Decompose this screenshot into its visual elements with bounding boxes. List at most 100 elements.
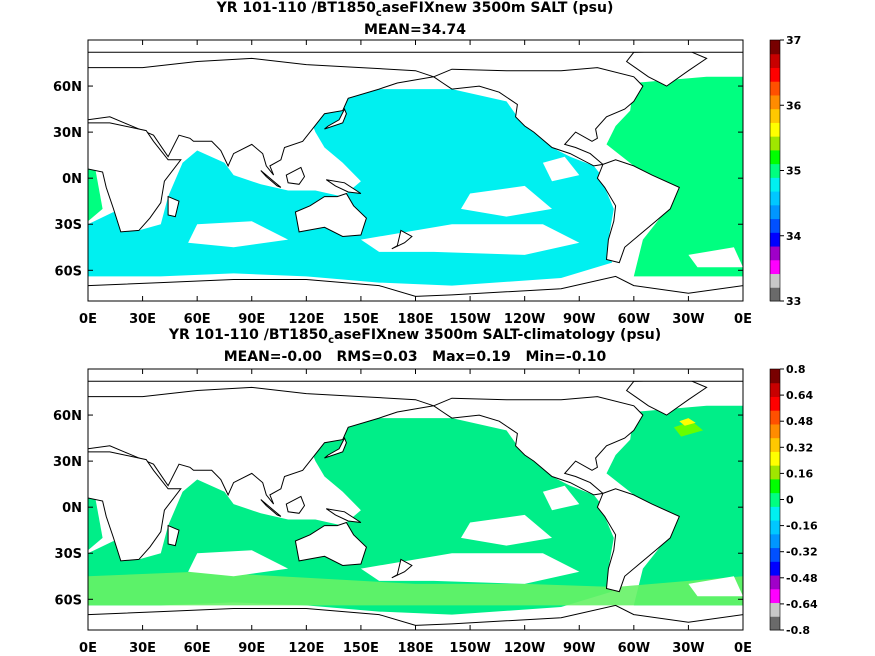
land-masses — [88, 40, 743, 301]
y-tick-label: 60S — [55, 264, 82, 279]
land-madagascar — [167, 195, 180, 218]
unsampled-gap — [188, 550, 289, 577]
map-title-bottom: YR 101-110 /BT1850caseFIXnew 3500m SALT-… — [0, 327, 830, 349]
x-tick-label: 150W — [449, 641, 490, 656]
unsampled-gap — [542, 485, 580, 511]
map-panel-anomaly: 0E 30E 60E 90E 120E 150E 180E 150W 120W 90W 60W 30W… — [53, 363, 818, 656]
colorbar-swatch — [770, 616, 780, 631]
colorbar-label: 35 — [786, 165, 801, 178]
colorbar-swatch — [770, 177, 780, 192]
x-tick-label: 150E — [343, 641, 379, 656]
colorbar-swatch — [770, 369, 780, 384]
title-subscript: c — [328, 335, 334, 346]
land-sumatra — [260, 170, 282, 188]
unsampled-gap — [461, 185, 552, 217]
colorbar-label: 0.32 — [786, 441, 813, 454]
colorbar-label: 0 — [786, 494, 794, 507]
land-eurasia — [88, 386, 434, 505]
land-sumatra — [260, 499, 282, 517]
colorbar-label: -0.48 — [786, 572, 818, 585]
colorbar-label: 33 — [786, 295, 801, 308]
colorbar-label: 0.48 — [786, 415, 813, 428]
land-nz — [391, 229, 413, 250]
land-borneo — [285, 166, 306, 185]
land-eurasia — [88, 57, 434, 176]
land-africa — [88, 122, 182, 233]
colorbar-swatch — [770, 465, 780, 480]
colorbar-label: -0.8 — [786, 624, 810, 637]
colorbar-swatch — [770, 547, 780, 562]
map-panel-salt: 0E 30E 60E 90E 120E 150E 180E 150W 120W 90W 60W 30W… — [53, 34, 802, 327]
colorbar-swatch — [770, 204, 780, 220]
ocean-field-east-atlantic — [88, 491, 103, 551]
x-tick-label: 60E — [184, 312, 211, 327]
colorbar-swatch — [770, 575, 780, 590]
x-tick-label: 30W — [672, 641, 704, 656]
colorbar-swatch — [770, 40, 780, 55]
x-tick-label: 30E — [129, 312, 156, 327]
title-subscript: c — [375, 8, 382, 19]
land-samerica — [596, 488, 680, 593]
colorbar-swatch — [770, 437, 780, 452]
x-tick-label: 180E — [397, 312, 433, 327]
x-tick-label: 90E — [238, 312, 265, 327]
unsampled-gap — [688, 247, 743, 268]
unsampled-gap — [360, 224, 580, 255]
colorbar: 0.8 0.64 0.48 0.32 0.16 0 -0.16 -0.32 -0.48 -0.64… — [769, 363, 818, 637]
colorbar-swatch — [770, 191, 780, 206]
colorbar-swatch — [770, 81, 780, 96]
y-tick-label: 30S — [55, 218, 82, 233]
y-tick-label: 60N — [53, 80, 82, 95]
x-tick-label: 30E — [129, 641, 156, 656]
x-tick-label: 90W — [563, 312, 595, 327]
ocean-field-southern-band — [88, 571, 743, 606]
colorbar-label: 36 — [786, 99, 802, 112]
land-africa — [88, 451, 182, 562]
colorbar-swatch — [770, 246, 780, 261]
x-tick-label: 60W — [618, 641, 650, 656]
title-part: YR 101-110 /BT1850 — [216, 0, 376, 16]
colorbar-swatch — [770, 232, 780, 247]
colorbar-swatch — [770, 94, 780, 110]
land-australia — [294, 192, 367, 238]
y-tick-label: 0N — [62, 172, 82, 187]
map-stats-top: MEAN=34.74 — [363, 22, 467, 38]
x-tick-label: 150E — [343, 312, 379, 327]
colorbar-label: -0.32 — [786, 546, 818, 559]
colorbar-swatch — [770, 218, 780, 233]
colorbar-swatch — [770, 602, 780, 617]
x-tick-label: 0E — [79, 312, 97, 327]
unsampled-gap — [461, 514, 552, 546]
colorbar-swatch — [770, 506, 780, 521]
ocean-field-atlantic — [606, 405, 743, 606]
colorbar-swatch — [770, 163, 780, 178]
title-part: YR 101-110 /BT1850 — [168, 327, 329, 343]
land-antarctica — [88, 604, 743, 630]
x-tick-label: 150W — [449, 312, 490, 327]
x-tick-label: 120W — [504, 641, 545, 656]
unsampled-gap — [360, 553, 580, 584]
anomaly-hotspot — [673, 421, 703, 437]
colorbar: 37 36 35 34 33 — [769, 34, 802, 308]
colorbar-swatch — [770, 396, 780, 411]
x-tick-label: 120W — [504, 312, 545, 327]
x-tick-label: 0E — [734, 641, 752, 656]
land-samerica — [596, 159, 680, 264]
title-part: aseFIXnew 3500m SALT-climatology (psu) — [334, 327, 662, 343]
title-part: aseFIXnew 3500m SALT (psu) — [381, 0, 614, 16]
colorbar-label: -0.64 — [786, 598, 818, 611]
ocean-field-east-atlantic — [88, 162, 103, 222]
x-tick-label: 30W — [672, 312, 704, 327]
colorbar-swatch — [770, 533, 780, 549]
x-tick-label: 90E — [238, 641, 265, 656]
land-newguinea — [326, 508, 362, 523]
land-borneo — [285, 495, 306, 514]
colorbar-swatch — [770, 588, 780, 604]
colorbar-swatch — [770, 67, 780, 82]
colorbar-swatch — [770, 273, 780, 288]
colorbar-swatch — [770, 136, 780, 151]
y-tick-label: 30N — [53, 126, 82, 141]
unsampled-gap — [688, 576, 743, 597]
land-namerica — [432, 67, 644, 167]
y-tick-label: 0N — [62, 501, 82, 516]
